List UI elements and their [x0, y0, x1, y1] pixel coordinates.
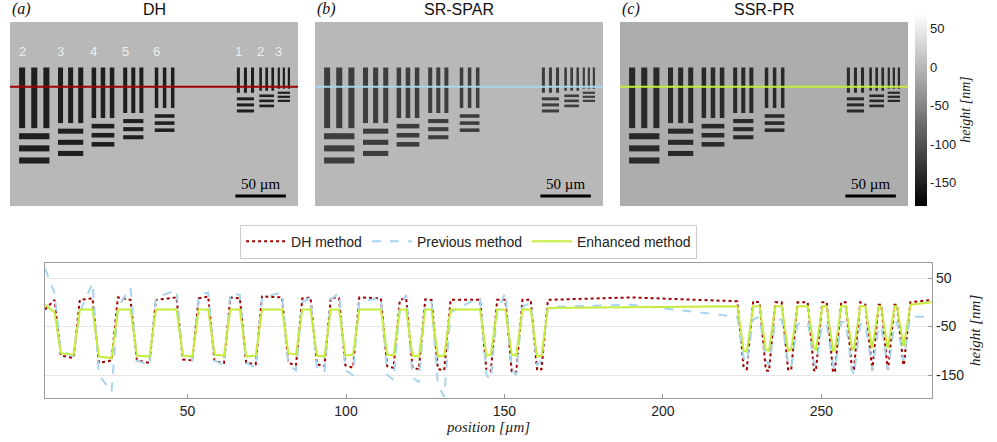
- svg-text:6: 6: [153, 44, 160, 59]
- svg-text:height [nm]: height [nm]: [967, 295, 983, 366]
- svg-text:position [µm]: position [µm]: [446, 419, 530, 435]
- svg-text:3: 3: [57, 44, 64, 59]
- svg-text:50: 50: [930, 21, 944, 36]
- svg-text:DH method: DH method: [291, 234, 362, 250]
- svg-text:-50: -50: [936, 318, 956, 334]
- svg-text:50: 50: [180, 403, 196, 419]
- svg-text:2: 2: [257, 44, 264, 59]
- svg-text:(b): (b): [317, 0, 336, 18]
- svg-text:-100: -100: [930, 137, 956, 152]
- svg-text:150: 150: [493, 403, 517, 419]
- svg-text:50 µm: 50 µm: [851, 176, 890, 192]
- svg-text:250: 250: [810, 403, 834, 419]
- svg-text:-50: -50: [930, 98, 949, 113]
- svg-text:200: 200: [651, 403, 675, 419]
- svg-text:DH: DH: [143, 1, 166, 18]
- svg-text:SR-SPAR: SR-SPAR: [424, 1, 494, 18]
- svg-text:100: 100: [334, 403, 358, 419]
- svg-text:3: 3: [275, 44, 282, 59]
- svg-text:50: 50: [936, 270, 952, 286]
- svg-text:Enhanced method: Enhanced method: [577, 234, 691, 250]
- svg-text:50 µm: 50 µm: [241, 176, 280, 192]
- svg-text:50 µm: 50 µm: [546, 176, 585, 192]
- svg-text:1: 1: [235, 44, 242, 59]
- svg-text:5: 5: [122, 44, 129, 59]
- svg-text:-150: -150: [930, 175, 956, 190]
- svg-text:0: 0: [930, 60, 937, 75]
- svg-text:4: 4: [90, 44, 97, 59]
- svg-text:SSR-PR: SSR-PR: [734, 1, 794, 18]
- svg-text:-150: -150: [936, 367, 964, 383]
- svg-text:(c): (c): [622, 0, 640, 18]
- svg-text:(a): (a): [12, 0, 31, 18]
- svg-text:2: 2: [19, 44, 26, 59]
- svg-text:Previous method: Previous method: [417, 234, 522, 250]
- svg-text:height [nm]: height [nm]: [958, 76, 973, 143]
